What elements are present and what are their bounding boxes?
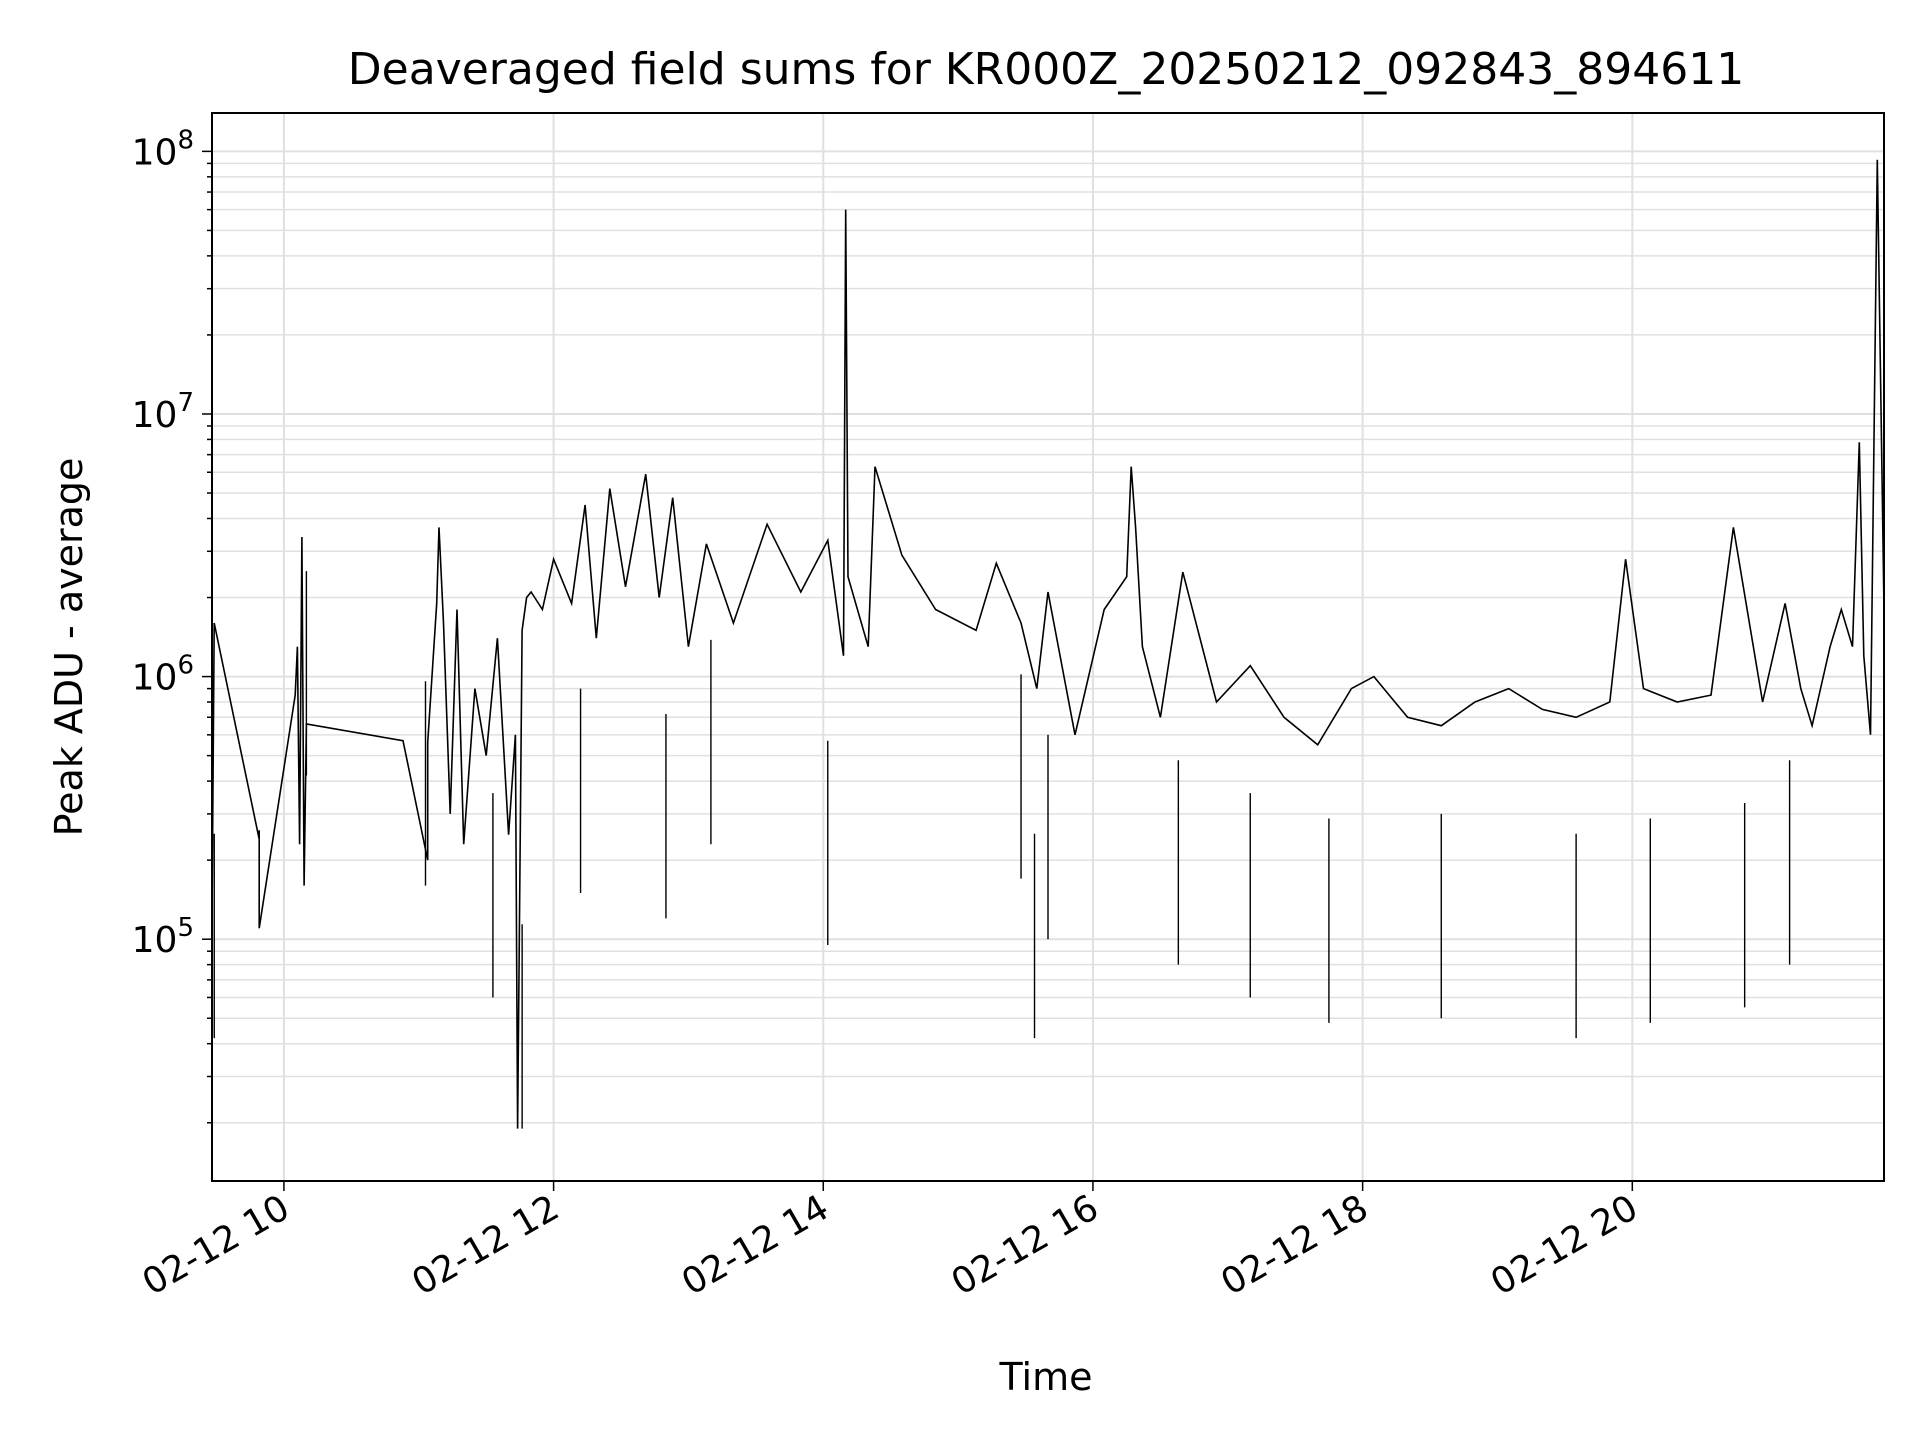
y-axis-label: Peak ADU - average — [47, 458, 91, 837]
data-line — [212, 159, 1884, 1129]
y-tick-base: 10 — [132, 658, 178, 699]
y-tick-exponent: 5 — [177, 913, 194, 943]
y-tick-base: 10 — [132, 395, 178, 436]
y-tick-base: 10 — [132, 132, 178, 173]
y-tick-base: 10 — [132, 920, 178, 961]
y-tick-exponent: 6 — [177, 651, 194, 681]
x-axis-label: Time — [999, 1355, 1093, 1399]
plot-frame — [211, 112, 1885, 1182]
series-line — [212, 159, 1884, 1129]
y-tick-label: 106 — [132, 651, 194, 699]
y-tick-label: 107 — [132, 388, 194, 436]
y-tick-label: 105 — [132, 913, 194, 961]
chart-title: Deaveraged field sums for KR000Z_2025021… — [348, 44, 1744, 95]
y-tick-label: 108 — [132, 125, 194, 173]
y-tick-exponent: 7 — [177, 388, 194, 418]
y-tick-exponent: 8 — [177, 125, 194, 155]
